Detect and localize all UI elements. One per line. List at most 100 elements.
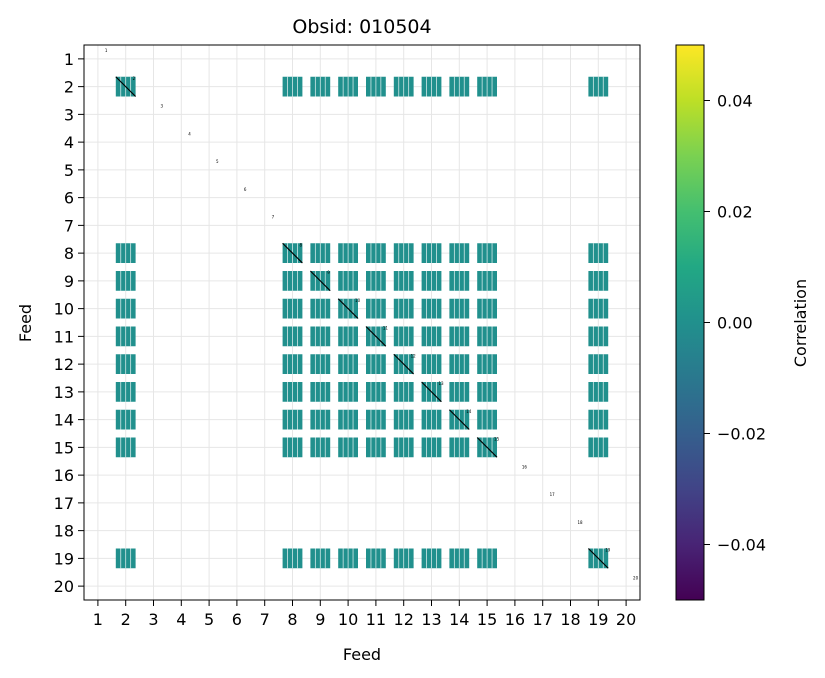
heatmap-cell [366,271,386,291]
heatmap-cell [477,354,497,374]
heatmap-cell [338,271,358,291]
colorbar-tick-label: 0.02 [717,203,753,222]
heatmap-cell [282,76,303,97]
heatmap-cell [588,243,609,263]
heatmap-cell [449,243,470,263]
x-tick-label: 12 [394,610,414,629]
x-tick-label: 9 [315,610,325,629]
diagonal-feed-label: 10 [355,298,361,303]
diagonal-feed-label: 8 [299,242,302,247]
heatmap-cell [115,76,137,97]
heatmap-cell [338,548,358,569]
y-tick-label: 19 [54,549,74,568]
y-tick-label: 16 [54,466,74,485]
diagonal-feed-label: 7 [272,215,275,220]
heatmap-cell [282,437,303,458]
y-tick-label: 14 [54,411,74,430]
diagonal-feed-label: 11 [383,326,389,331]
heatmap-cell [588,326,609,347]
heatmap-cell [393,353,415,375]
heatmap-cell [282,326,303,347]
colorbar-tick-label: −0.04 [717,536,766,555]
cell-diagonal-line [115,76,137,97]
heatmap-cell [393,271,414,291]
heatmap-cell [338,354,358,374]
heatmap-cell [449,548,470,569]
heatmap-cell [477,271,497,291]
y-tick-label: 6 [64,189,74,208]
diagonal-feed-label: 18 [577,520,583,525]
diagonal-feed-label: 3 [160,104,163,109]
y-tick-label: 5 [64,161,74,180]
heatmap-cell [393,298,414,319]
heatmap-cell [448,409,470,430]
heatmap-cell [421,381,442,403]
heatmap-cell [282,409,303,430]
cell-diagonal-line [365,326,387,347]
x-tick-label: 13 [421,610,441,629]
heatmap-cell [393,437,414,458]
heatmap-cell [421,354,442,374]
y-axis-label: Feed [16,304,35,342]
colorbar-gradient [675,44,705,601]
heatmap-cell [588,437,609,458]
heatmap-cell [421,548,442,569]
heatmap-cell [449,437,470,458]
heatmap-cell [337,298,359,319]
heatmap-cell [477,409,497,430]
heatmap-cell [449,354,470,374]
cell-diagonal-line [282,242,303,264]
colorbar: 0.04 0.02 0.00 −0.02 −0.04 Correlation [675,44,810,601]
heatmap-cell [449,76,470,97]
y-tick-label: 2 [64,78,74,97]
heatmap-cell [115,437,136,458]
x-tick-label: 1 [93,610,103,629]
heatmap-cell [588,409,609,430]
heatmap-cell [310,298,331,319]
x-tick-label: 14 [449,610,469,629]
heatmap-cell [115,354,136,374]
heatmap-cell [338,326,358,347]
heatmap-cell [366,409,386,430]
y-tick-label: 13 [54,383,74,402]
diagonal-feed-label: 12 [411,353,417,358]
cell-diagonal-line [476,437,498,458]
chart-title: Obsid: 010504 [292,16,431,38]
heatmap-cell [366,76,386,97]
heatmap-cell [310,437,331,458]
diagonal-feed-label: 15 [494,437,500,442]
heatmap-cell [449,382,470,402]
heatmap-cell [588,298,609,319]
heatmap-cell [588,382,609,402]
heatmap-cell [310,354,331,374]
heatmap-cell [366,548,386,569]
heatmap-cell [588,76,609,97]
heatmap-cell [393,326,414,347]
y-tick-label: 10 [54,300,74,319]
heatmap-cell [365,326,387,347]
x-tick-label: 16 [505,610,525,629]
heatmap-cell [282,354,303,374]
cell-diagonal-line [421,381,442,403]
heatmap-cell [310,382,331,402]
y-tick-label: 3 [64,105,74,124]
cell-diagonal-line [309,270,331,292]
y-tick-label: 17 [54,494,74,513]
y-tick-label: 12 [54,355,74,374]
x-tick-label: 7 [260,610,270,629]
colorbar-label: Correlation [791,279,810,367]
heatmap-cell [282,242,303,264]
heatmap-cell [310,548,331,569]
heatmap-cell [338,243,358,263]
heatmap-cell [366,382,386,402]
x-tick-label: 8 [287,610,297,629]
heatmap-cell [421,271,442,291]
diagonal-feed-label: 6 [244,187,247,192]
heatmap-cell [477,382,497,402]
cell-diagonal-line [337,298,359,319]
diagonal-feed-label: 13 [438,381,444,386]
